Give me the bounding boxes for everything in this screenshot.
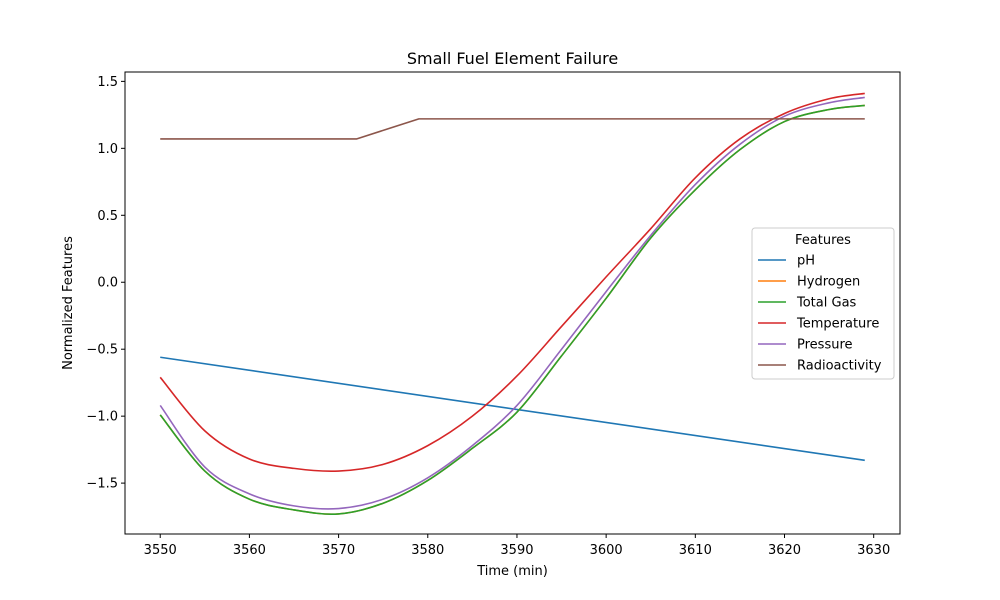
legend-box: [751, 227, 895, 380]
x-tick-label: 3620: [768, 543, 801, 558]
legend: Features pH Hydrogen Total Gas Temperature Pr…: [751, 227, 895, 380]
y-tick-label: −0.5: [86, 343, 118, 358]
series-layer: [159, 92, 865, 515]
legend-title: Features: [795, 233, 851, 248]
x-tick-label: 3610: [679, 543, 712, 558]
x-tick-label: 3630: [857, 543, 890, 558]
y-axis-ticks: −1.5 −1.0 −0.5 0.0 0.5 1.0 1.5: [86, 75, 125, 492]
y-axis-label: Normalized Features: [61, 236, 76, 370]
y-tick-label: 0.0: [97, 276, 118, 291]
x-tick-label: 3580: [411, 543, 444, 558]
series-line-temperature: [159, 92, 865, 473]
x-tick-label: 3590: [500, 543, 533, 558]
y-tick-label: 0.5: [97, 209, 118, 224]
y-tick-label: −1.5: [86, 477, 118, 492]
series-line-ph: [160, 356, 865, 462]
series-line-radioactivity: [160, 118, 865, 140]
series-line-pressure: [159, 96, 865, 510]
chart-title: Small Fuel Element Failure: [407, 49, 618, 68]
y-tick-label: 1.5: [97, 75, 118, 90]
y-tick-label: −1.0: [86, 410, 118, 425]
x-axis-ticks: 3550 3560 3570 3580 3590 3600 3610 3620 3630: [144, 534, 890, 558]
axes-frame: [124, 71, 901, 535]
legend-label-hydrogen: Hydrogen: [797, 275, 860, 290]
x-tick-label: 3570: [322, 543, 355, 558]
y-tick-label: 1.0: [97, 142, 118, 157]
x-axis-label: Time (min): [476, 564, 548, 579]
legend-label-pressure: Pressure: [797, 338, 853, 353]
legend-label-total-gas: Total Gas: [796, 296, 857, 311]
x-tick-label: 3560: [233, 543, 266, 558]
series-line-total-gas: [159, 104, 865, 515]
legend-label-ph: pH: [797, 254, 815, 269]
legend-label-radioactivity: Radioactivity: [797, 359, 882, 374]
x-tick-label: 3600: [590, 543, 623, 558]
legend-label-temperature: Temperature: [796, 317, 879, 332]
x-tick-label: 3550: [144, 543, 177, 558]
